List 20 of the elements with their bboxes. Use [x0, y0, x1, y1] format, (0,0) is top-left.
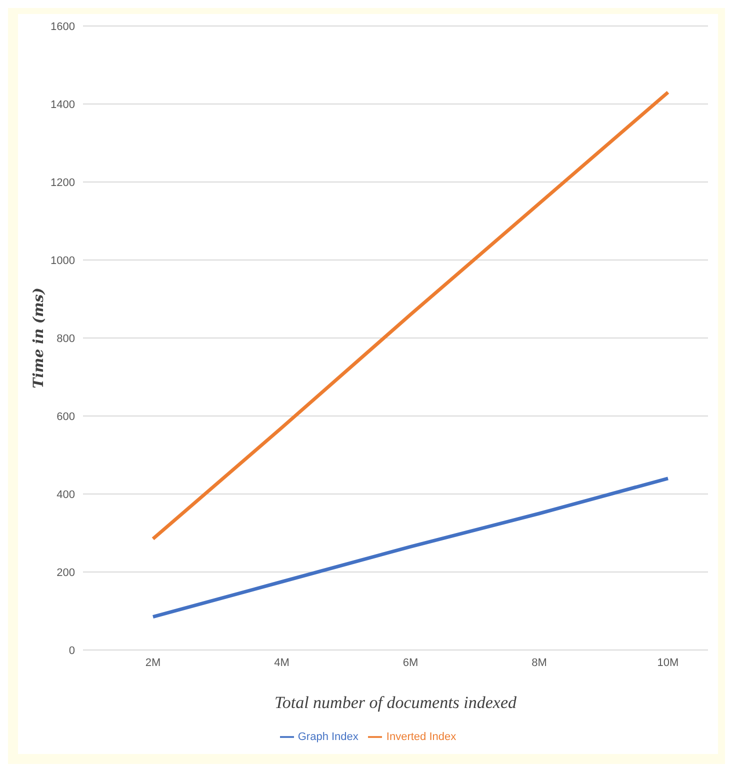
y-tick-label: 1400 — [50, 98, 75, 111]
legend-label: Graph Index — [298, 730, 358, 743]
y-tick-label: 1000 — [50, 254, 75, 267]
x-tick-label: 6M — [402, 656, 418, 669]
y-tick-label: 400 — [56, 488, 75, 501]
y-tick-label: 200 — [56, 566, 75, 579]
y-tick-label: 800 — [56, 332, 75, 345]
y-tick-label: 600 — [56, 410, 75, 423]
y-axis-title: Time in (ms) — [30, 288, 47, 388]
y-tick-label: 1200 — [50, 176, 75, 189]
line-series — [151, 476, 670, 619]
line-series — [151, 90, 670, 541]
x-tick-label: 10M — [657, 656, 679, 669]
x-axis-title: Total number of documents indexed — [274, 693, 518, 712]
x-tick-label: 8M — [532, 656, 547, 669]
y-tick-label: 1600 — [50, 20, 75, 33]
legend-label: Inverted Index — [386, 730, 456, 743]
x-tick-label: 4M — [274, 656, 290, 669]
x-tick-label: 2M — [145, 656, 161, 669]
y-tick-label: 0 — [68, 644, 75, 657]
